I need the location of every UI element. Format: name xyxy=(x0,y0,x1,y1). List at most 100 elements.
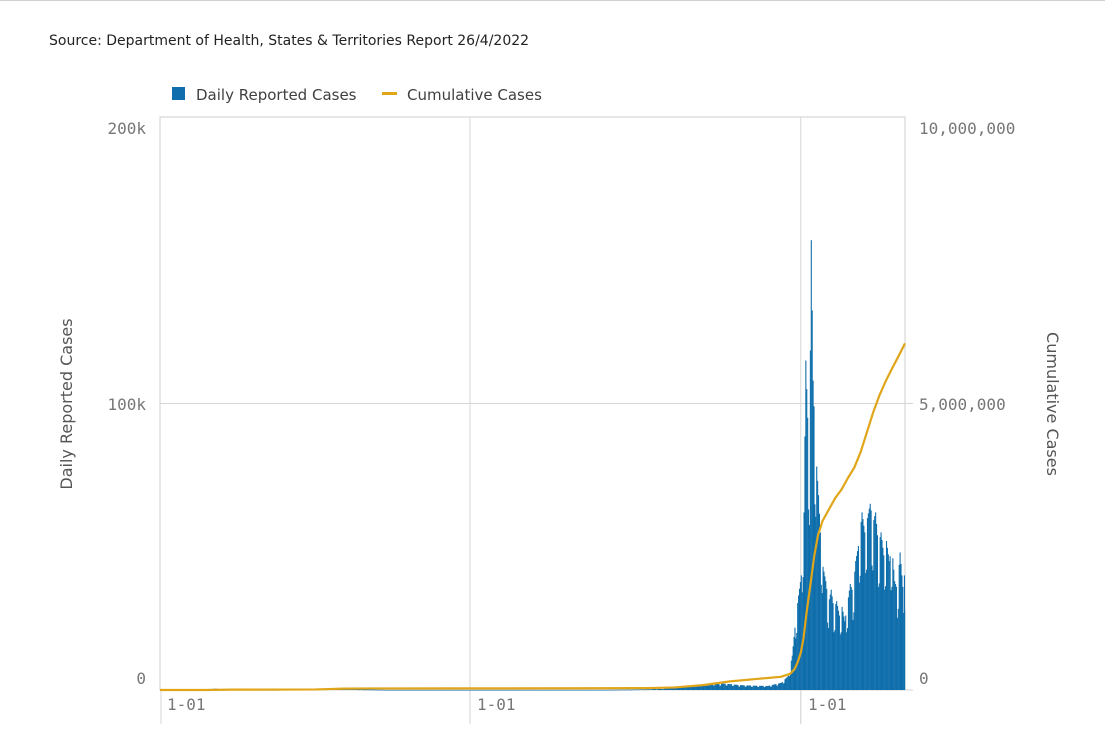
daily-bar xyxy=(852,619,854,690)
daily-bar xyxy=(540,689,542,691)
daily-bar xyxy=(509,689,511,691)
daily-bar xyxy=(706,685,708,690)
daily-bar xyxy=(430,689,432,691)
daily-bar xyxy=(853,612,855,690)
daily-bar xyxy=(525,689,527,691)
daily-bar xyxy=(895,584,897,690)
daily-bar xyxy=(466,689,468,691)
daily-bar xyxy=(790,660,792,690)
daily-bar xyxy=(426,689,428,691)
daily-bar xyxy=(661,688,663,690)
daily-bar xyxy=(535,689,537,691)
daily-bar xyxy=(510,689,512,691)
daily-bar xyxy=(359,689,361,691)
daily-bar xyxy=(873,520,875,690)
daily-bar xyxy=(711,683,713,690)
daily-bar xyxy=(804,436,806,690)
daily-bar xyxy=(678,686,680,690)
daily-bar xyxy=(778,683,780,690)
daily-bar xyxy=(653,689,655,690)
daily-bar xyxy=(643,689,646,691)
daily-bar xyxy=(844,621,846,690)
daily-bar xyxy=(467,689,469,691)
daily-bar xyxy=(808,524,811,690)
daily-bar xyxy=(381,689,383,691)
daily-bar xyxy=(601,689,603,691)
daily-bar xyxy=(469,689,471,691)
daily-bar xyxy=(640,689,642,691)
legend-swatch-daily[interactable] xyxy=(172,87,185,100)
daily-bar xyxy=(672,687,674,690)
legend-label-cumulative[interactable]: Cumulative Cases xyxy=(407,86,542,104)
daily-bar xyxy=(414,689,416,691)
daily-bar xyxy=(614,689,617,691)
daily-bar xyxy=(406,689,408,691)
daily-bar xyxy=(455,689,457,691)
daily-bar xyxy=(668,688,670,690)
daily-bar xyxy=(360,689,362,691)
daily-bar xyxy=(642,689,644,690)
daily-bar xyxy=(527,689,529,691)
daily-bar xyxy=(785,678,787,690)
daily-bar xyxy=(512,689,514,691)
daily-bar xyxy=(438,689,440,691)
daily-bar xyxy=(489,689,491,691)
daily-bar xyxy=(452,689,454,691)
legend-swatch-cumulative[interactable] xyxy=(382,92,397,95)
daily-bar xyxy=(630,689,632,691)
daily-bar xyxy=(686,685,688,690)
daily-bar xyxy=(561,689,563,691)
daily-bar xyxy=(750,685,752,690)
daily-bar xyxy=(566,689,569,691)
daily-bar xyxy=(639,689,641,691)
daily-bar xyxy=(754,685,756,690)
daily-bar xyxy=(782,683,784,690)
daily-bar xyxy=(501,689,503,691)
daily-bar xyxy=(423,689,425,691)
daily-bar xyxy=(652,689,654,690)
daily-bar xyxy=(865,573,867,690)
daily-bar xyxy=(365,689,367,691)
daily-bar xyxy=(747,685,749,690)
daily-bar xyxy=(679,686,681,690)
daily-bar xyxy=(522,689,524,691)
daily-bar xyxy=(663,688,666,690)
daily-bar xyxy=(352,689,354,691)
daily-bar xyxy=(515,689,517,691)
daily-bar xyxy=(585,689,587,691)
daily-bar xyxy=(631,689,633,691)
daily-bar xyxy=(427,689,429,691)
daily-bar xyxy=(400,689,402,691)
daily-bar xyxy=(792,646,794,690)
daily-bar xyxy=(846,632,848,690)
daily-bar xyxy=(404,689,406,691)
daily-bar xyxy=(741,685,743,690)
daily-bar xyxy=(648,689,650,690)
daily-bar xyxy=(384,689,386,691)
daily-bar xyxy=(418,689,420,691)
daily-bar xyxy=(683,686,685,690)
daily-bar xyxy=(810,240,812,690)
left-tick-label-0: 0 xyxy=(136,669,146,688)
daily-bar xyxy=(485,689,487,691)
daily-bar xyxy=(465,689,467,691)
legend-label-daily[interactable]: Daily Reported Cases xyxy=(196,86,357,104)
daily-bar xyxy=(666,688,668,690)
daily-bar xyxy=(549,689,551,691)
daily-bar xyxy=(440,689,443,691)
daily-bar xyxy=(415,689,417,691)
daily-bar xyxy=(413,689,415,691)
daily-bar xyxy=(408,689,410,691)
daily-bar xyxy=(714,683,716,690)
daily-bar xyxy=(748,685,750,690)
daily-bar xyxy=(897,608,899,690)
daily-bar xyxy=(771,684,773,690)
daily-bar xyxy=(665,688,667,690)
daily-bar xyxy=(405,689,407,691)
daily-bar xyxy=(731,685,733,690)
daily-bar xyxy=(663,689,665,690)
daily-bar xyxy=(684,686,686,690)
daily-bar xyxy=(502,689,504,691)
daily-bar xyxy=(351,689,353,690)
daily-bar xyxy=(903,575,905,690)
